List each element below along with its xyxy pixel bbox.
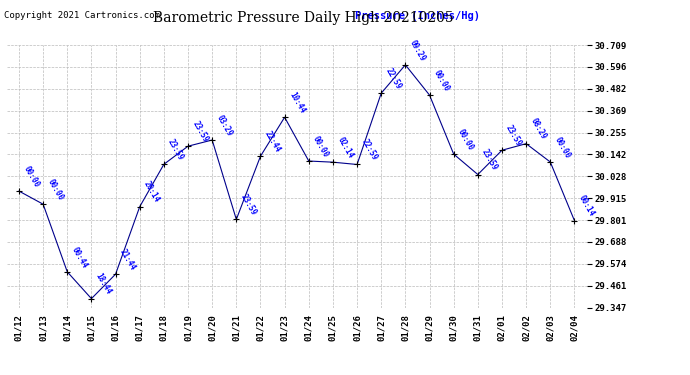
Text: 23:59: 23:59 xyxy=(166,138,186,162)
Text: 21:44: 21:44 xyxy=(118,248,137,272)
Text: 23:59: 23:59 xyxy=(190,119,210,144)
Text: 23:59: 23:59 xyxy=(480,148,500,172)
Text: 08:29: 08:29 xyxy=(529,117,548,141)
Text: 22:59: 22:59 xyxy=(384,66,403,91)
Text: 18:44: 18:44 xyxy=(94,272,113,296)
Text: 20:14: 20:14 xyxy=(142,180,161,204)
Text: 00:00: 00:00 xyxy=(456,127,475,152)
Text: Pressure (Inches/Hg): Pressure (Inches/Hg) xyxy=(355,11,480,21)
Text: 03:29: 03:29 xyxy=(215,113,234,138)
Text: 23:59: 23:59 xyxy=(504,123,524,148)
Text: 00:00: 00:00 xyxy=(553,135,572,160)
Text: 02:14: 02:14 xyxy=(335,135,355,160)
Text: 22:59: 22:59 xyxy=(359,138,379,162)
Text: 00:00: 00:00 xyxy=(432,68,451,93)
Text: 23:59: 23:59 xyxy=(239,193,258,217)
Text: 00:44: 00:44 xyxy=(70,245,89,270)
Text: 22:44: 22:44 xyxy=(263,129,282,154)
Text: 00:00: 00:00 xyxy=(21,164,41,189)
Text: 10:44: 10:44 xyxy=(287,90,306,115)
Text: Copyright 2021 Cartronics.com: Copyright 2021 Cartronics.com xyxy=(4,11,160,20)
Text: 00:00: 00:00 xyxy=(311,134,331,159)
Text: 00:14: 00:14 xyxy=(577,194,596,218)
Text: Barometric Pressure Daily High 20210205: Barometric Pressure Daily High 20210205 xyxy=(153,11,454,25)
Text: 00:00: 00:00 xyxy=(46,177,65,202)
Text: 09:29: 09:29 xyxy=(408,38,427,63)
